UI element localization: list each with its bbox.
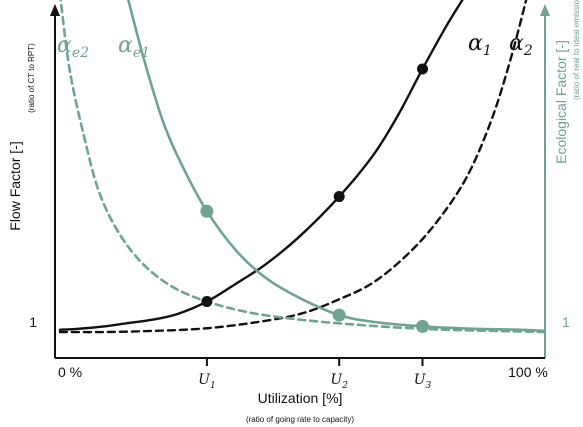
x-axis-subtitle: (ratio of going rate to capacity) — [246, 415, 354, 424]
data-point-α1-1 — [201, 296, 213, 308]
data-point-αe1-5 — [332, 308, 346, 322]
series-label-αe1: αe1 — [118, 33, 150, 61]
series-line-αe1 — [127, 0, 545, 333]
y-axis-right-arrow — [540, 4, 550, 16]
marker-layer — [200, 63, 429, 333]
data-point-α1-2 — [333, 191, 345, 203]
series-label-α2: α2 — [509, 31, 533, 59]
y-axis-right-title: Ecological Factor [-] — [553, 40, 569, 164]
series-label-layer: α1 α2 αe1 αe2 — [57, 31, 533, 61]
series-line-α1 — [58, 0, 464, 331]
series-label-αe2: αe2 — [57, 33, 89, 61]
x-axis-title: Utilization [%] — [258, 390, 343, 406]
data-point-αe1-6 — [416, 319, 429, 333]
y-axis-left-title: Flow Factor [-] — [7, 141, 23, 230]
x-tick-label-3: U3 — [414, 372, 432, 391]
x-tick-label-1: U1 — [198, 372, 216, 391]
data-point-αe1-4 — [200, 204, 214, 218]
data-point-α1-3 — [417, 63, 428, 75]
series-label-α1: α1 — [468, 31, 492, 59]
x-min-label: 0 % — [58, 364, 82, 380]
y-axis-left-subtitle: (ratio of CT to RPT) — [27, 43, 36, 113]
y-axis-left-arrow — [50, 4, 60, 16]
series-line-α2 — [58, 0, 528, 334]
x-tick-layer: U1 U2 U3 — [198, 357, 432, 391]
x-max-label: 100 % — [508, 364, 548, 380]
y-right-tick-label: 1 — [562, 314, 570, 330]
y-left-tick-label: 1 — [29, 314, 37, 330]
x-tick-label-2: U2 — [330, 372, 348, 391]
y-axis-right-subtitle: (ratio of real to ideal emissions) — [572, 0, 581, 100]
